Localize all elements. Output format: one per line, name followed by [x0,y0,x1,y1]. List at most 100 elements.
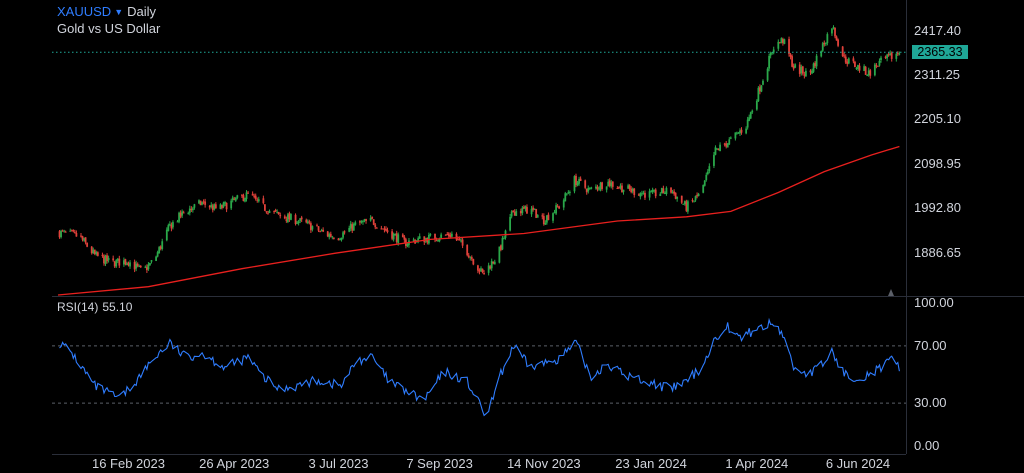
candle [526,204,528,214]
candle [725,140,728,149]
candle [884,55,887,60]
candle [172,220,174,230]
candle [513,209,516,216]
candle [202,199,205,205]
candle [149,262,151,266]
candle [867,67,870,77]
chevron-down-icon[interactable]: ▼ [114,7,124,17]
candle [233,196,236,201]
candle [86,242,89,248]
candle [877,65,879,67]
candle [170,222,173,232]
candle [547,212,550,221]
candle [95,250,98,256]
candle [694,195,697,202]
candle [746,116,749,130]
candle [708,163,711,174]
candle [159,245,162,251]
symbol-header[interactable]: XAUUSD ▼ Daily [57,4,156,19]
rsi-legend[interactable]: RSI(14) 55.10 [57,300,132,314]
candle [823,40,826,47]
time-axis-label: 26 Apr 2023 [199,456,270,471]
candle [317,226,320,233]
rsi-axis-label: 30.00 [914,395,947,411]
candle [104,254,107,267]
candle [349,220,352,232]
candle [369,215,372,222]
candle [279,212,282,219]
candle [300,215,303,223]
candle [500,244,502,252]
candle [247,190,249,194]
candle [719,142,721,152]
candle [665,186,668,196]
candle [519,208,522,217]
candle [90,245,93,255]
candle [777,39,780,51]
candle [150,259,153,264]
candle [783,38,786,45]
candle [466,244,469,257]
candle [854,60,856,68]
candle [329,231,332,238]
candle [274,208,277,212]
candle [371,216,374,220]
candle [739,128,741,137]
candle [178,211,180,224]
candle [268,209,271,214]
candle [648,188,651,201]
candle [478,268,481,275]
candle [112,255,115,262]
candle [686,199,689,214]
candle [69,228,72,232]
candle [768,53,771,72]
interval-label[interactable]: Daily [127,4,157,19]
candle [188,205,191,216]
candle [483,270,485,275]
candle [337,237,340,241]
candle [837,38,839,48]
candle [145,264,148,273]
candle [674,192,677,200]
candle [263,204,266,212]
rsi-axis-label: 100.00 [914,295,954,310]
candle [342,230,344,240]
candle [564,191,567,202]
candle [794,63,797,69]
candle [521,205,524,216]
candle [224,200,226,206]
candle [251,191,254,196]
moving-average-line [57,145,900,296]
scroll-to-realtime-icon[interactable] [888,289,894,296]
candle [320,228,323,232]
candle [417,236,420,244]
candle [716,148,718,150]
candle [179,210,182,219]
candle [129,260,131,269]
candle [245,190,248,202]
candle [863,64,866,72]
candle [80,232,82,238]
candle [391,228,393,241]
time-axis-label: 16 Feb 2023 [91,456,165,471]
candle [875,63,878,69]
candle [579,176,582,182]
candle [596,184,599,192]
candle [299,218,302,224]
candle [811,68,813,75]
candle [717,148,720,151]
candle [64,230,67,233]
candle [523,205,525,210]
candle [158,245,161,254]
candle [273,210,275,214]
candle [755,99,758,111]
candle [394,233,397,236]
candle [653,189,656,193]
candle [745,126,748,135]
symbol-label[interactable]: XAUUSD [57,4,112,19]
candle [869,68,872,79]
candle [101,252,104,258]
candle [567,190,570,195]
candle [403,235,406,243]
